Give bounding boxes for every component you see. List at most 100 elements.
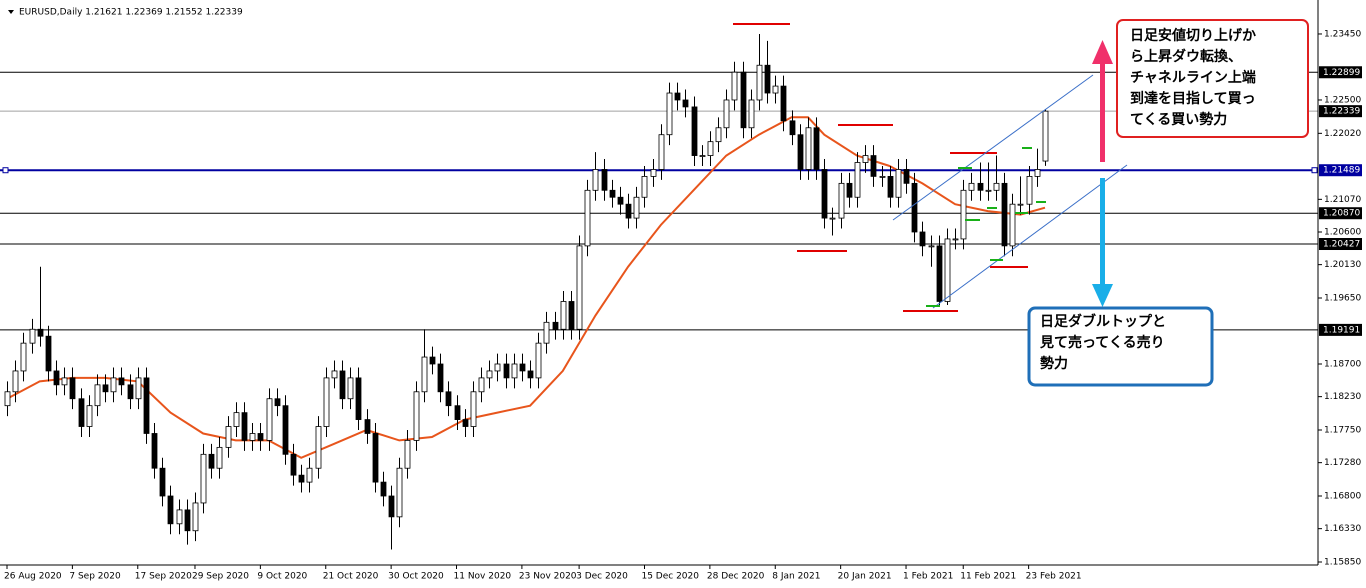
- x-tick-label: 15 Dec 2020: [641, 572, 699, 582]
- candle-body: [118, 377, 125, 386]
- x-tick-label: 8 Jan 2021: [772, 572, 820, 582]
- x-tick-label: 21 Oct 2020: [323, 572, 379, 582]
- y-tick-label: 1.21070: [1324, 195, 1361, 205]
- candle-body: [780, 85, 787, 122]
- candle-body: [266, 398, 273, 441]
- candle-body: [715, 127, 722, 143]
- level-handle: [2, 167, 9, 174]
- candle-body: [339, 370, 346, 400]
- callout-line: チャネルライン上端: [1130, 69, 1256, 86]
- candle-body: [37, 328, 44, 337]
- level-label: 1.20427: [1323, 240, 1360, 250]
- candle-body: [86, 405, 93, 427]
- candle-body: [797, 134, 804, 170]
- candle-body: [560, 301, 567, 330]
- candle-body: [527, 370, 534, 379]
- candle-body: [617, 196, 624, 205]
- x-tick-label: 3 Dec 2020: [576, 572, 628, 582]
- candle-body: [576, 245, 583, 330]
- candle-body: [641, 176, 648, 198]
- candle-body: [552, 321, 559, 330]
- candle-body: [723, 99, 730, 129]
- candle-body: [135, 377, 142, 400]
- up-arrow-head: [1092, 40, 1113, 64]
- candle-body: [69, 377, 76, 400]
- x-tick-label: 28 Dec 2020: [707, 572, 765, 582]
- down-arrow-head: [1092, 284, 1113, 307]
- candle-body: [535, 342, 542, 379]
- candle-body: [633, 196, 640, 219]
- y-tick-label: 1.17280: [1324, 458, 1361, 468]
- candle-body: [731, 71, 738, 101]
- candle-body: [274, 398, 281, 407]
- candle-body: [151, 433, 158, 469]
- candle-body: [61, 377, 68, 386]
- candle-body: [1017, 203, 1024, 206]
- y-tick-label: 1.20600: [1324, 227, 1361, 237]
- candle-body: [503, 363, 510, 379]
- candle-body: [936, 245, 943, 302]
- candle-body: [511, 363, 518, 379]
- up-arrow-shaft: [1100, 62, 1105, 162]
- candle-body: [298, 474, 305, 483]
- candle-body: [854, 162, 861, 198]
- candle-body: [870, 155, 877, 177]
- candle-body: [895, 169, 902, 198]
- candle-body: [862, 155, 869, 163]
- y-tick-label: 1.15850: [1324, 558, 1361, 568]
- y-tick-label: 1.18700: [1324, 359, 1361, 369]
- candle-body: [772, 85, 779, 94]
- level-label-box: [1319, 66, 1362, 79]
- x-tick-label: 11 Feb 2021: [960, 572, 1016, 582]
- callout-line: 日足ダブルトップと: [1040, 313, 1166, 330]
- candle-body: [192, 502, 199, 532]
- callout-text: 日足安値切り上げから上昇ダウ転換、チャネルライン上端到達を目指して買ってくる買い…: [1039, 27, 1256, 372]
- level-label-box: [1319, 238, 1362, 251]
- candle-body: [315, 426, 322, 469]
- candle-body: [241, 412, 248, 441]
- x-tick-label: 20 Jan 2021: [838, 572, 892, 582]
- candle-body: [388, 495, 395, 518]
- callout-line: 到達を目指して買っ: [1130, 90, 1256, 107]
- candle-body: [290, 453, 297, 476]
- candle-body: [993, 182, 1000, 191]
- candle-body: [658, 134, 665, 170]
- candle-body: [1009, 203, 1016, 247]
- channel-line: [892, 74, 1094, 221]
- callout-line: 日足安値切り上げか: [1130, 27, 1256, 44]
- candle-body: [413, 391, 420, 441]
- candle-body: [208, 453, 215, 469]
- candle-body: [1042, 110, 1049, 162]
- candle-body: [601, 169, 608, 191]
- y-tick-label: 1.20130: [1324, 260, 1361, 270]
- candle-body: [805, 127, 812, 170]
- candle-body: [372, 433, 379, 483]
- candle-body: [20, 342, 27, 372]
- candle-body: [919, 231, 926, 247]
- candle-body: [200, 453, 207, 504]
- level-handle: [1311, 167, 1318, 174]
- y-tick-label: 1.18230: [1324, 392, 1361, 402]
- candle-body: [968, 182, 975, 191]
- x-tick-label: 7 Sep 2020: [69, 572, 121, 582]
- callout-line: ら上昇ダウ転換、: [1130, 48, 1242, 65]
- candle-body: [691, 106, 698, 156]
- candle-body: [682, 99, 689, 108]
- candle-body: [740, 71, 747, 129]
- menu-icon[interactable]: [8, 10, 14, 14]
- y-tick-label: 1.22020: [1324, 129, 1361, 139]
- arrows: [1092, 40, 1113, 307]
- candle-body: [1001, 182, 1008, 247]
- candle-body: [331, 370, 338, 379]
- candle-body: [829, 217, 836, 220]
- candle-body: [789, 120, 796, 136]
- x-tick-label: 9 Oct 2020: [257, 572, 307, 582]
- candle-body: [404, 440, 411, 469]
- candle-body: [838, 182, 845, 219]
- candle-body: [78, 398, 85, 427]
- down-arrow-shaft: [1100, 178, 1105, 286]
- level-label: 1.21489: [1323, 166, 1360, 176]
- candle-body: [233, 412, 240, 427]
- candle-body: [944, 238, 951, 302]
